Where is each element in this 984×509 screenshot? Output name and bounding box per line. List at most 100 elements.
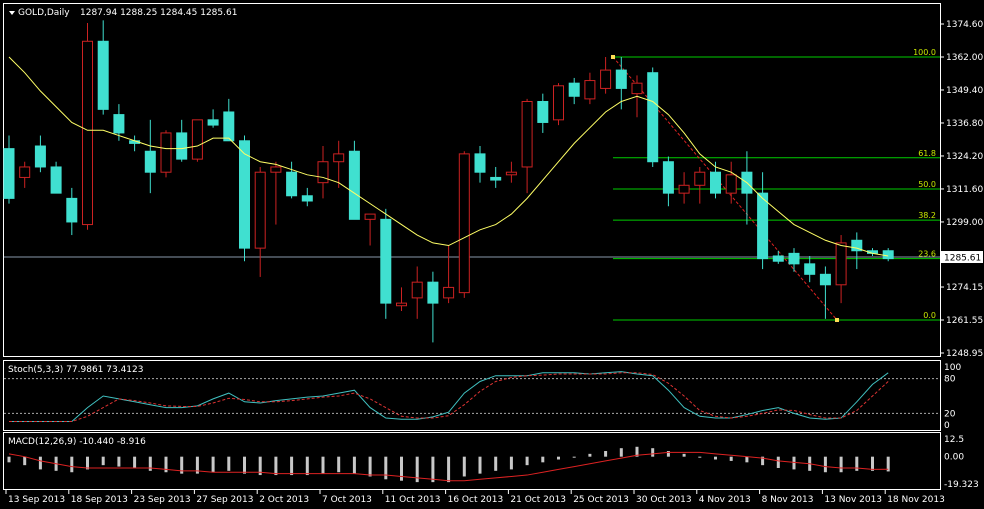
macd-histogram-bar [305, 456, 309, 476]
stoch-panel-frame [3, 360, 941, 431]
macd-histogram-bar [148, 456, 152, 471]
macd-histogram-bar [38, 456, 42, 470]
macd-histogram-bar [274, 456, 278, 476]
time-tick-label: 25 Oct 2013 [573, 495, 629, 505]
candle-body [537, 101, 549, 123]
dropdown-arrow-icon[interactable] [9, 11, 15, 15]
macd-histogram-bar [415, 456, 419, 483]
time-tick-label: 8 Nov 2013 [762, 495, 814, 505]
current-price-box [941, 251, 983, 264]
candle-body [521, 101, 533, 168]
macd-histogram-bar [541, 456, 545, 463]
candle-body [882, 250, 894, 260]
macd-histogram-bar [86, 456, 89, 470]
macd-histogram-bar [557, 456, 560, 460]
macd-histogram-bar [619, 448, 623, 457]
macd-histogram-bar [23, 456, 27, 466]
fib-level-label: 61.8 [918, 149, 936, 158]
candle-body [380, 218, 392, 304]
time-tick-label: 11 Oct 2013 [385, 495, 441, 505]
candle-body [82, 40, 93, 226]
macd-histogram-bar [227, 456, 231, 471]
candle-body [176, 132, 188, 160]
macd-histogram-bar [871, 456, 874, 471]
time-tick-label: 27 Sep 2013 [196, 495, 253, 505]
macd-histogram-bar [635, 446, 639, 457]
price-tick-label: 1261.55 [946, 316, 983, 326]
fib-level-label: 0.0 [923, 311, 936, 320]
macd-histogram-bar [431, 456, 435, 483]
macd-histogram-bar [886, 456, 890, 472]
moving-average [8, 56, 889, 257]
time-tick-label: 21 Oct 2013 [510, 495, 566, 505]
stoch-tick-label: 100 [944, 363, 961, 373]
macd-histogram-bar [101, 456, 105, 466]
candle-body [317, 161, 329, 184]
fib-anchor-point [835, 318, 839, 323]
macd-histogram-bar [494, 456, 498, 471]
candle-body [474, 153, 486, 173]
macd-histogram-bar [682, 453, 686, 457]
macd-histogram-bar [761, 456, 765, 466]
candle-body [97, 40, 109, 110]
price-tick-label: 1336.80 [946, 119, 983, 129]
candle-body [19, 166, 31, 178]
candle-body [160, 132, 172, 173]
macd-label: MACD(12,26,9) -10.440 -8.916 [8, 437, 146, 447]
fib-level-label: 50.0 [918, 180, 936, 189]
price-tick-label: 1324.20 [946, 152, 983, 162]
candle-body [144, 150, 156, 173]
price-tick-label: 1274.15 [946, 283, 983, 293]
stochastic-indicator: 100 80 20 0 [4, 363, 961, 431]
candle-body [615, 69, 627, 89]
candle-body [490, 176, 502, 181]
stoch-tick-label: 80 [944, 375, 956, 385]
candle-body [553, 85, 564, 121]
candle-body [239, 140, 250, 249]
candle-body [191, 119, 203, 160]
candle-body [647, 72, 659, 163]
fibonacci-retracement[interactable]: 100.0 61.8 50.0 38.2 23.6 0.0 [611, 48, 940, 323]
candle-body [458, 153, 470, 294]
candle-body [678, 184, 690, 194]
macd-histogram-bar [823, 456, 827, 473]
candlestick-series [3, 20, 894, 343]
macd-histogram-bar [195, 456, 199, 474]
macd-histogram-bar [70, 456, 74, 473]
ohlc-label: 1287.94 1288.25 1284.45 1285.61 [80, 8, 237, 18]
price-tick-label: 1374.60 [946, 20, 983, 30]
price-tick-label: 1362.00 [946, 53, 983, 63]
candle-body [427, 281, 439, 304]
macd-histogram-bar [117, 456, 121, 467]
macd-histogram-bar [792, 456, 796, 470]
macd-histogram-bar [290, 456, 294, 476]
macd-histogram-bar [509, 456, 513, 470]
candle-body [411, 281, 423, 299]
stoch-signal-line [9, 372, 889, 423]
candle-body [207, 119, 219, 126]
time-tick-label: 18 Sep 2013 [71, 495, 128, 505]
macd-histogram-bar [588, 453, 592, 457]
candle-body [757, 192, 769, 260]
macd-histogram-bar [651, 448, 655, 457]
macd-histogram-bar [525, 456, 529, 466]
candle-body [725, 174, 737, 194]
macd-histogram-bar [714, 456, 717, 460]
candle-body [66, 197, 78, 223]
macd-signal-line [8, 451, 889, 482]
macd-histogram-bar [180, 456, 184, 474]
macd-tick-label: -19.323 [944, 480, 979, 490]
candle-body [851, 239, 863, 252]
current-price-label: 1285.61 [944, 254, 981, 264]
candle-body [443, 286, 455, 299]
macd-histogram-bar [352, 456, 356, 474]
time-tick-label: 13 Nov 2013 [824, 495, 882, 505]
macd-histogram-bar [666, 451, 670, 457]
candle-body [600, 69, 612, 89]
macd-tick-label: 12.5 [944, 435, 964, 445]
macd-histogram-bar [572, 456, 576, 458]
candle-body [364, 213, 376, 220]
candle-body [710, 171, 721, 194]
price-tick-label: 1299.00 [946, 218, 983, 228]
candle-body [568, 82, 580, 97]
